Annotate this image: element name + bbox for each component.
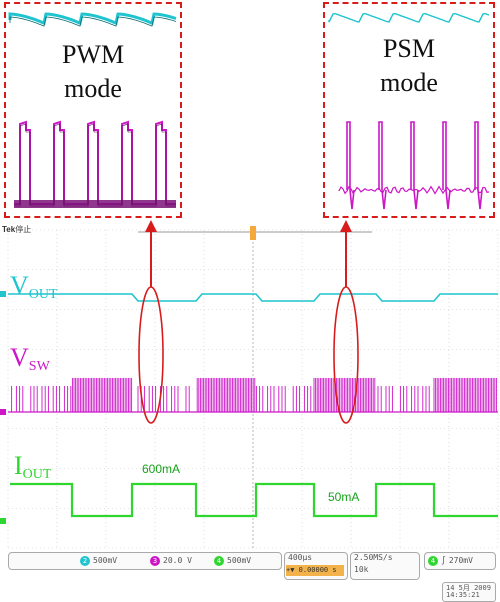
vout-trace: [8, 293, 498, 302]
sample-rate: 2.50MS/s: [354, 553, 393, 562]
pwm-title: PWM: [61, 40, 125, 69]
pwm-arrow-head: [145, 220, 157, 232]
ch3-scale: 3 20.0 V: [150, 554, 192, 568]
psm-inset: PSM mode: [323, 2, 495, 218]
traces: [0, 291, 498, 524]
load-50ma-label: 50mA: [328, 490, 360, 504]
psm-vsw-pulse: [378, 121, 387, 210]
trigger-marker: [250, 226, 256, 240]
psm-vsw-noise: [338, 185, 490, 195]
ch2-marker: [0, 291, 6, 297]
vsw-label: VSW: [10, 343, 50, 375]
ch3-marker: [0, 409, 6, 415]
pwm-vsw-floor: [14, 200, 176, 208]
psm-inset-waveforms: [328, 12, 490, 210]
vout-label: VOUT: [10, 271, 58, 303]
acquisition-box: [350, 552, 420, 580]
pwm-vout-ripple: [8, 12, 177, 26]
trigger-level: 4 ∫ 270mV: [428, 554, 473, 568]
psm-vsw-pulse: [474, 121, 483, 210]
annotations: [138, 220, 359, 424]
time: 14:35:21: [446, 591, 480, 599]
iout-label: IOUT: [14, 451, 52, 483]
pwm-inset-waveforms: [8, 12, 177, 208]
pwm-vsw-shadow: [14, 123, 176, 207]
scope-brand: Tek停止: [2, 225, 32, 234]
pwm-vout-ripple-edge: [9, 16, 177, 27]
iout-trace: [10, 482, 498, 518]
graticule: [7, 226, 499, 549]
psm-title: PSM: [382, 34, 436, 63]
psm-vout-ripple: [328, 12, 490, 23]
timebase-value: 400µs: [288, 553, 313, 562]
trigger-position: +▼ 0.00000 s: [286, 565, 344, 576]
psm-vsw-pulse: [410, 121, 419, 210]
psm-arrow-head: [340, 220, 352, 232]
pwm-highlight-ellipse: [138, 286, 164, 424]
psm-vsw-pulse: [442, 121, 451, 210]
psm-vsw-pulse: [346, 121, 355, 210]
ch2-scale: 2 500mV: [80, 554, 117, 568]
pwm-subtitle: mode: [64, 74, 122, 103]
ch4-scale: 4 500mV: [214, 554, 251, 568]
pwm-inset: PWM mode: [4, 2, 182, 218]
trigger-box: [424, 552, 496, 570]
date: 14 5月 2009: [446, 584, 491, 592]
load-600ma-label: 600mA: [142, 462, 181, 476]
record-length: 10k: [354, 565, 369, 574]
ch4-marker: [0, 518, 6, 524]
pwm-vsw-pulses: [14, 120, 176, 205]
vsw-trace: [11, 378, 497, 412]
channel-settings-box: [8, 552, 282, 570]
psm-subtitle: mode: [380, 68, 438, 97]
